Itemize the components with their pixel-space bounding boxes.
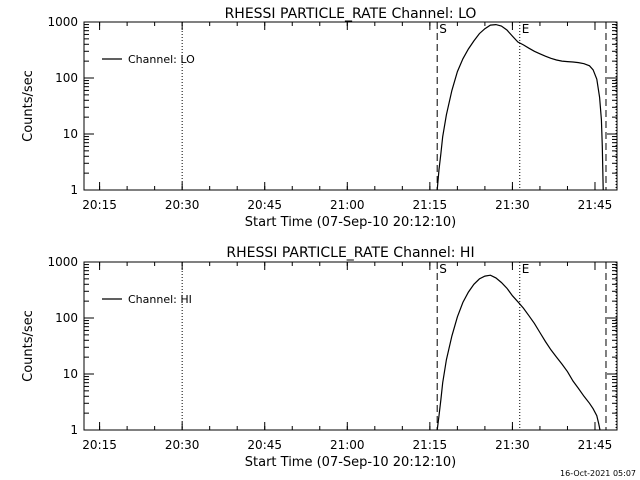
chart-0-xtick-label-3: 21:00: [330, 198, 365, 212]
chart-1-series-0: [436, 274, 601, 431]
chart-1-xtick-label-4: 21:15: [413, 438, 448, 452]
chart-1-frame: [83, 261, 618, 431]
chart-1-marker-label-1: S: [439, 262, 447, 276]
chart-0-ytick-label-1: 10: [63, 127, 78, 141]
chart-0-title: RHESSI PARTICLE_RATE Channel: LO: [225, 6, 477, 22]
chart-1-xtick-label-3: 21:00: [330, 438, 365, 452]
chart-1-ytick-label-3: 1000: [47, 255, 78, 269]
chart-panel-lo: RHESSI PARTICLE_RATE Channel: LO 20:15 20:…: [21, 6, 618, 230]
chart-1-ytick-label-1: 10: [63, 367, 78, 381]
chart-1-ytick-label-2: 100: [55, 311, 78, 325]
chart-0-xtick-label-6: 21:45: [578, 198, 613, 212]
chart-0-series-0: [436, 23, 604, 191]
chart-1-xlabel: Start Time (07-Sep-10 20:12:10): [245, 455, 456, 470]
chart-1-xtick-label-5: 21:30: [495, 438, 530, 452]
chart-0-ytick-label-2: 100: [55, 71, 78, 85]
chart-1-xtick-label-6: 21:45: [578, 438, 613, 452]
chart-1-marker-label-2: E: [522, 262, 530, 276]
chart-0-xtick-label-0: 20:15: [82, 198, 117, 212]
chart-0-ytick-label-3: 1000: [47, 15, 78, 29]
chart-1-title: RHESSI PARTICLE_RATE Channel: HI: [226, 245, 474, 261]
chart-1-ylabel: Counts/sec: [21, 310, 36, 382]
chart-panel-hi: RHESSI PARTICLE_RATE Channel: HI 20:15 20:…: [21, 245, 618, 470]
chart-1-xtick-label-0: 20:15: [82, 438, 117, 452]
chart-0-marker-label-1: S: [439, 22, 447, 36]
chart-1-ytick-label-0: 1: [70, 423, 78, 437]
chart-1-xtick-label-2: 20:45: [247, 438, 282, 452]
footer-timestamp: 16-Oct-2021 05:07: [560, 469, 636, 478]
chart-0-xtick-label-1: 20:30: [165, 198, 200, 212]
chart-0-legend-label: Channel: LO: [128, 53, 195, 66]
chart-0-ylabel: Counts/sec: [21, 70, 36, 142]
chart-0-ytick-label-0: 1: [70, 183, 78, 197]
chart-1-legend-label: Channel: HI: [128, 293, 192, 306]
chart-0-xtick-label-5: 21:30: [495, 198, 530, 212]
chart-0-xtick-label-2: 20:45: [247, 198, 282, 212]
chart-0-xlabel: Start Time (07-Sep-10 20:12:10): [245, 215, 456, 230]
chart-0-frame: [83, 21, 618, 191]
chart-0-marker-label-2: E: [522, 22, 530, 36]
chart-0-xtick-label-4: 21:15: [413, 198, 448, 212]
chart-1-xtick-label-1: 20:30: [165, 438, 200, 452]
